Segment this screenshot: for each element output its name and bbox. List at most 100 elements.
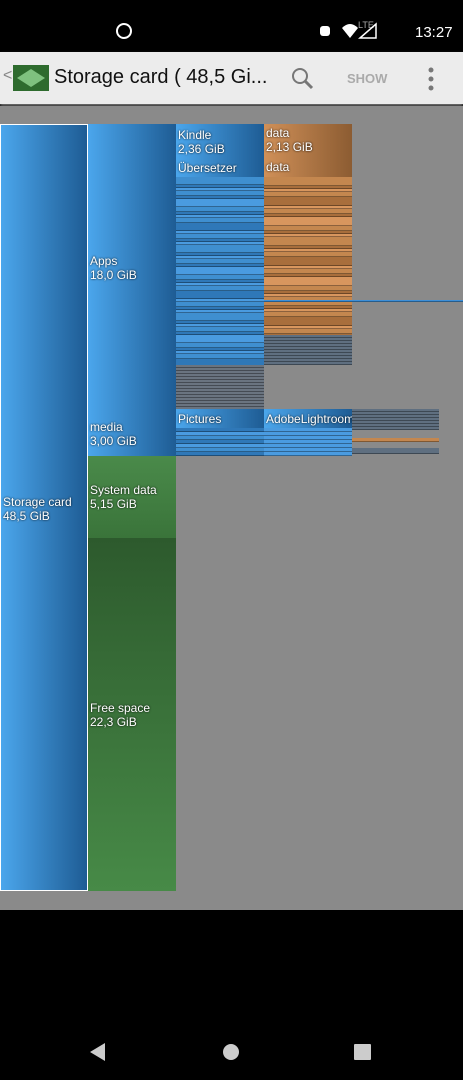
stripe [176,231,264,234]
block[interactable]: AdobeLightroom [264,409,352,428]
stripe [176,401,264,404]
stripe [264,306,352,309]
stripe [264,189,352,192]
stripe [176,275,264,280]
stripe [264,309,352,312]
back-arrow[interactable]: < [3,67,13,84]
block-name: Pictures [178,412,222,426]
stripe [264,257,352,266]
stripes [0,106,463,910]
stripe [264,252,352,257]
stripe [176,335,264,343]
stripe [264,286,352,291]
stripe [176,380,264,383]
nav-buttons[interactable] [88,1042,378,1062]
stripe [264,326,352,329]
network-type: LTE [358,20,374,30]
stripe [264,440,352,444]
block-size: 22,3 GiB [90,715,137,729]
stripe [176,259,264,264]
stripe [176,404,264,407]
show-button[interactable]: SHOW [347,71,388,86]
stripe [176,392,264,395]
block-name: media [90,420,123,434]
block-name: Kindle [178,128,212,142]
block[interactable]: data [264,158,352,177]
stripe [264,448,352,452]
stripe [176,283,264,286]
stripe [176,377,264,380]
stripe [264,237,352,246]
stripe [264,344,352,347]
block[interactable]: Free space 22,3 GiB [88,538,176,891]
stripe [264,231,352,234]
stripe [264,312,352,317]
block-size: 2,13 GiB [266,140,313,154]
stripe [176,348,264,351]
stripe [264,209,352,214]
stripe [176,351,264,354]
stripe [264,347,352,350]
stripe [176,432,264,436]
stripe [264,350,352,353]
stripe [176,215,264,218]
block[interactable]: Apps 18,0 GiB [88,124,176,409]
stripe [264,428,352,432]
stripe [176,398,264,401]
block-size: 18,0 GiB [90,268,137,282]
stripe [264,338,352,341]
stripe [264,317,352,326]
stripe [264,197,352,206]
stripe [264,177,352,186]
clock: 13:27 [415,24,453,41]
stripe [176,199,264,207]
stripe [176,440,264,444]
stripe [264,452,352,456]
stripe [264,246,352,249]
block-name: AdobeLightroom [266,412,352,426]
stripe [264,300,463,302]
stripe [176,188,264,191]
block[interactable]: System data 5,15 GiB [88,456,176,538]
stripe [352,412,439,415]
stripe [176,343,264,348]
stripe [352,421,439,424]
stripe [176,368,264,371]
stripe [264,341,352,344]
stripe [264,266,352,269]
stripe [352,438,439,442]
stripe [176,264,264,267]
stripe [264,436,352,440]
block-name: data [266,160,290,174]
stripe [264,444,352,448]
block-size: 48,5 GiB [3,509,50,523]
stripe [176,428,264,432]
block[interactable]: media 3,00 GiB [88,409,176,456]
stripe [352,427,439,430]
block[interactable]: data 2,13 GiB [264,124,352,158]
block[interactable]: Pictures [176,409,264,428]
stripe [264,249,352,252]
stripe [176,374,264,377]
stripe [264,329,352,334]
stripe [176,383,264,386]
search-button[interactable] [291,67,315,91]
stripe [176,310,264,313]
stripe [264,206,352,209]
stripe [176,256,264,259]
stripe [264,353,352,356]
stripe [176,234,264,239]
stripe [176,212,264,215]
stripe [264,294,352,297]
block[interactable]: Kindle 2,36 GiB [176,124,264,160]
stripe [176,267,264,275]
stripe [352,424,439,427]
menu-button[interactable] [426,66,436,92]
stripe [176,354,264,359]
block[interactable]: Storage card 48,5 GiB [0,124,88,891]
block-name: Free space [90,701,151,715]
block[interactable]: Übersetzer [176,160,264,177]
stripe [176,307,264,310]
stripe [176,395,264,398]
